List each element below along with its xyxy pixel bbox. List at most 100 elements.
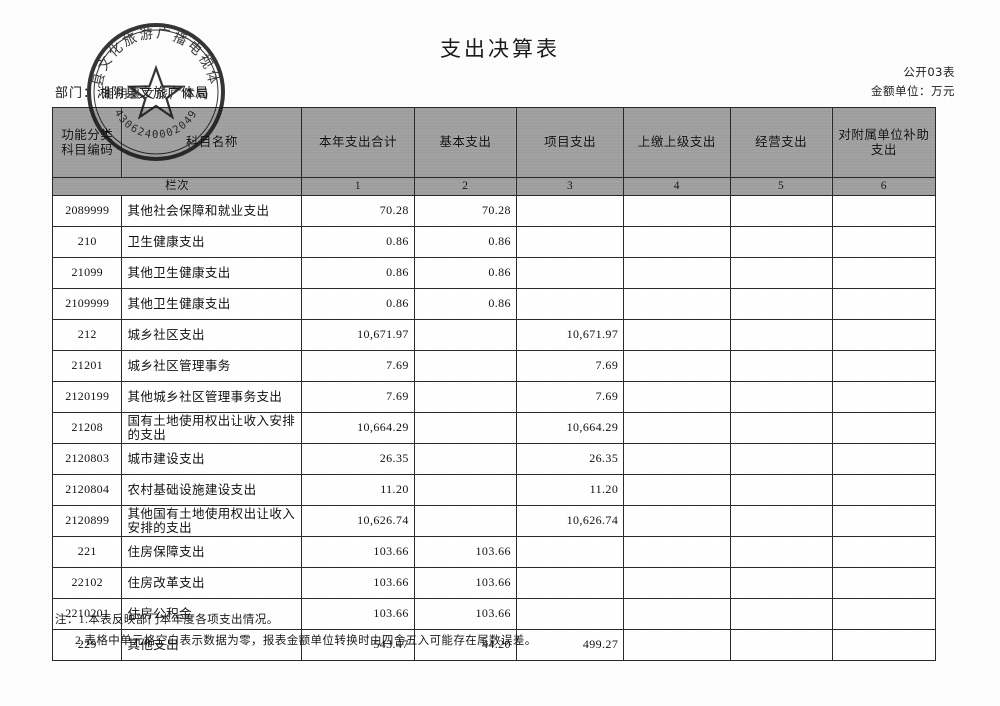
- table-row: 2120899 其他国有土地使用权出让收入安排的支出 10,626.74 10,626…: [51, 505, 937, 537]
- row-basic: 0.86: [413, 257, 517, 289]
- table-row: 212 城乡社区支出 10,671.97 10,671.97: [51, 319, 937, 351]
- row-operating: [729, 319, 833, 351]
- row-code: 21208: [51, 412, 123, 444]
- row-operating: [729, 288, 833, 320]
- row-project: 499.27: [515, 629, 625, 661]
- row-basic: 103.66: [413, 567, 517, 599]
- lanci-1: 1: [301, 177, 415, 196]
- row-project: 10,671.97: [515, 319, 625, 351]
- header-remit-upper-expenditure: 上缴上级支出: [623, 107, 731, 178]
- row-subsidy: [831, 474, 937, 506]
- row-basic: [413, 381, 517, 413]
- row-remit: [623, 381, 731, 413]
- table-row: 22102 住房改革支出 103.66 103.66: [51, 567, 937, 599]
- table-head: 功能分类科目编码 科目名称 本年支出合计 基本支出 项目支出 上缴上级支出 经营…: [51, 107, 937, 196]
- lanci-4: 4: [623, 177, 731, 196]
- row-remit: [623, 319, 731, 351]
- row-subject: 其他支出: [121, 629, 303, 661]
- row-basic: 103.66: [413, 598, 517, 630]
- row-subsidy: [831, 350, 937, 382]
- note-2: 2.表格中单元格空白表示数据为零，报表金额单位转换时由四舍五入可能存在尾数误差。: [75, 635, 537, 648]
- header-subsidy-affiliated-units: 对附属单位补助支出: [831, 107, 937, 178]
- row-total: 103.66: [301, 536, 415, 568]
- row-project: [515, 257, 625, 289]
- row-project: 7.69: [515, 350, 625, 382]
- row-code: 210: [51, 226, 123, 258]
- row-subject: 城乡社区管理事务: [121, 350, 303, 382]
- row-basic: [413, 319, 517, 351]
- row-project: [515, 288, 625, 320]
- row-total: 11.20: [301, 474, 415, 506]
- table-notes: 注：1.本表反映部门本年度各项支出情况。 2.表格中单元格空白表示数据为零，报表…: [55, 610, 537, 653]
- lanci-2: 2: [413, 177, 517, 196]
- table-row: 229 其他支出 543.47 44.20 499.27: [51, 629, 937, 661]
- row-operating: [729, 226, 833, 258]
- row-operating: [729, 412, 833, 444]
- row-subsidy: [831, 443, 937, 475]
- row-subsidy: [831, 319, 937, 351]
- row-remit: [623, 195, 731, 227]
- row-remit: [623, 288, 731, 320]
- table-row: 2109999 其他卫生健康支出 0.86 0.86: [51, 288, 937, 320]
- row-project: 10,664.29: [515, 412, 625, 444]
- table-row: 2210201 住房公积金 103.66 103.66: [51, 598, 937, 630]
- header-project-expenditure: 项目支出: [515, 107, 625, 178]
- header-total-expenditure: 本年支出合计: [301, 107, 415, 178]
- header-subject-name: 科目名称: [121, 107, 303, 178]
- row-subject: 住房保障支出: [121, 536, 303, 568]
- page-title: 支出决算表: [440, 37, 560, 61]
- row-basic: 70.28: [413, 195, 517, 227]
- table-body: 2089999 其他社会保障和就业支出 70.28 70.28 210 卫生健康支出 0.8…: [51, 195, 937, 661]
- sheet-number: 公开03表: [903, 65, 955, 79]
- row-project: 7.69: [515, 381, 625, 413]
- row-subject: 其他城乡社区管理事务支出: [121, 381, 303, 413]
- row-subject: 卫生健康支出: [121, 226, 303, 258]
- row-total: 26.35: [301, 443, 415, 475]
- department-line: 部门：湘阴县文旅广体局: [55, 85, 210, 100]
- row-operating: [729, 536, 833, 568]
- row-code: 2120899: [51, 505, 123, 537]
- lanci-3: 3: [515, 177, 625, 196]
- row-subject: 住房公积金: [121, 598, 303, 630]
- row-subsidy: [831, 567, 937, 599]
- row-remit: [623, 536, 731, 568]
- row-subject: 城市建设支出: [121, 443, 303, 475]
- row-project: [515, 195, 625, 227]
- row-code: 21201: [51, 350, 123, 382]
- row-subject: 城乡社区支出: [121, 319, 303, 351]
- row-operating: [729, 629, 833, 661]
- row-project: [515, 536, 625, 568]
- row-project: 10,626.74: [515, 505, 625, 537]
- row-subject: 其他国有土地使用权出让收入安排的支出: [121, 505, 303, 537]
- row-basic: [413, 443, 517, 475]
- row-total: 103.66: [301, 567, 415, 599]
- row-remit: [623, 474, 731, 506]
- row-project: [515, 567, 625, 599]
- row-subject: 其他社会保障和就业支出: [121, 195, 303, 227]
- row-subsidy: [831, 288, 937, 320]
- row-operating: [729, 443, 833, 475]
- row-total: 0.86: [301, 226, 415, 258]
- row-operating: [729, 350, 833, 382]
- amount-unit-label: 金额单位：万元: [871, 84, 955, 98]
- row-total: 0.86: [301, 288, 415, 320]
- row-code: 2089999: [51, 195, 123, 227]
- row-basic: 0.86: [413, 226, 517, 258]
- row-code: 22102: [51, 567, 123, 599]
- row-subject: 其他卫生健康支出: [121, 257, 303, 289]
- row-subsidy: [831, 536, 937, 568]
- row-basic: 0.86: [413, 288, 517, 320]
- table-row: 21201 城乡社区管理事务 7.69 7.69: [51, 350, 937, 382]
- row-total: 10,626.74: [301, 505, 415, 537]
- row-subsidy: [831, 629, 937, 661]
- row-subsidy: [831, 598, 937, 630]
- row-code: 2120804: [51, 474, 123, 506]
- row-project: 11.20: [515, 474, 625, 506]
- row-total: 7.69: [301, 350, 415, 382]
- table-row: 21208 国有土地使用权出让收入安排的支出 10,664.29 10,664.29: [51, 412, 937, 444]
- row-code: 2120803: [51, 443, 123, 475]
- row-operating: [729, 505, 833, 537]
- header-basic-expenditure: 基本支出: [413, 107, 517, 178]
- row-operating: [729, 257, 833, 289]
- row-code: 2210201: [51, 598, 123, 630]
